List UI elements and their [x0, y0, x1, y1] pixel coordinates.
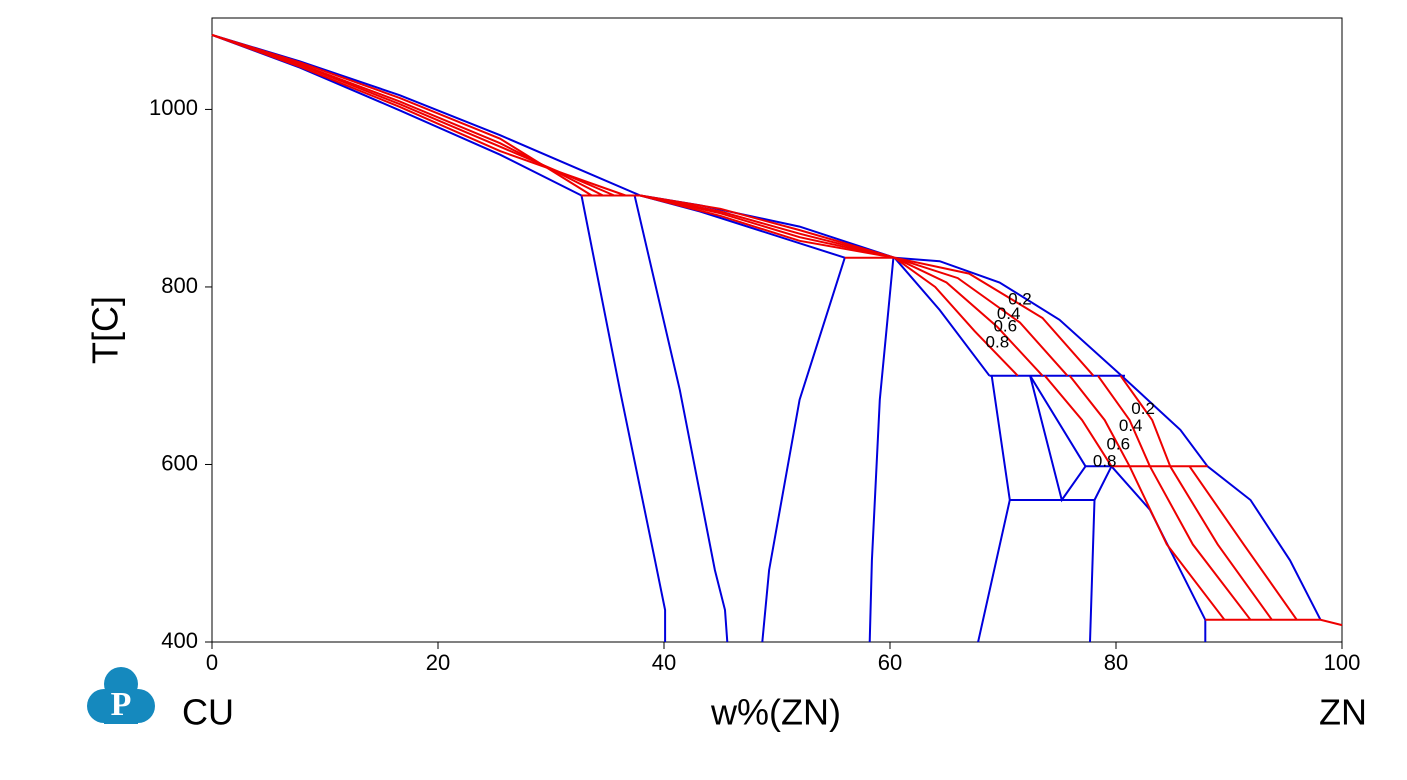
phase-boundary: [1119, 375, 1172, 467]
phase-boundary: [1068, 375, 1131, 467]
phase-boundary: [211, 33, 604, 197]
phase-boundary: [893, 257, 991, 377]
x-tick-label: 40: [652, 650, 676, 675]
annotation: 0.2: [1008, 290, 1032, 309]
annotation: 0.6: [993, 316, 1017, 335]
phase-boundary: [1110, 465, 1207, 642]
annotation: 0.8: [1093, 451, 1117, 470]
phase-boundary: [211, 33, 1322, 621]
phase-boundary: [1089, 465, 1113, 643]
phase-boundary: [977, 375, 1011, 643]
phase-boundary: [1128, 465, 1226, 621]
phase-boundary: [640, 194, 895, 259]
y-axis-label: T[C]: [85, 296, 126, 364]
left-label: CU: [182, 692, 234, 733]
x-tick-label: 80: [1104, 650, 1128, 675]
phase-boundary: [640, 194, 846, 259]
phase-boundary: [1188, 465, 1298, 621]
x-tick-label: 60: [878, 650, 902, 675]
phase-boundary: [868, 257, 895, 643]
y-tick-label: 600: [161, 450, 198, 475]
phase-boundary: [580, 195, 667, 642]
phase-boundary: [894, 256, 1044, 377]
annotation: 0.4: [997, 304, 1021, 323]
phase-boundary: [633, 195, 729, 643]
annotation: 0.2: [1131, 399, 1155, 418]
x-tick-label: 0: [206, 650, 218, 675]
phase-boundary: [894, 256, 1095, 377]
phase-boundary: [211, 33, 626, 197]
phase-boundary: [893, 256, 1019, 377]
phase-boundary: [761, 257, 846, 643]
annotation: 0.4: [1119, 416, 1143, 435]
logo-shape: [104, 690, 138, 724]
phase-boundary: [211, 33, 615, 197]
phase-boundary: [1044, 375, 1113, 467]
phase-boundary: [211, 33, 582, 197]
y-tick-label: 800: [161, 273, 198, 298]
phase-boundary: [1169, 465, 1273, 621]
phase-boundary: [1205, 618, 1343, 627]
x-axis-label: w%(ZN): [710, 692, 841, 733]
right-label: ZN: [1319, 692, 1367, 733]
phase-boundary: [1149, 465, 1252, 621]
y-tick-label: 400: [161, 628, 198, 653]
annotation: 0.8: [986, 332, 1010, 351]
annotation: 0.6: [1106, 434, 1130, 453]
phase-boundary: [1029, 375, 1087, 503]
logo-letter: P: [111, 686, 132, 723]
phase-boundary: [1097, 375, 1151, 467]
phase-boundary: [894, 256, 1069, 377]
plot-frame: [211, 17, 1343, 643]
x-tick-label: 100: [1324, 650, 1361, 675]
y-tick-label: 1000: [149, 95, 198, 120]
phase-boundary: [1029, 375, 1087, 467]
logo: P: [87, 667, 155, 724]
phase-boundary: [640, 194, 895, 259]
x-tick-label: 20: [426, 650, 450, 675]
phase-boundary: [640, 194, 895, 259]
